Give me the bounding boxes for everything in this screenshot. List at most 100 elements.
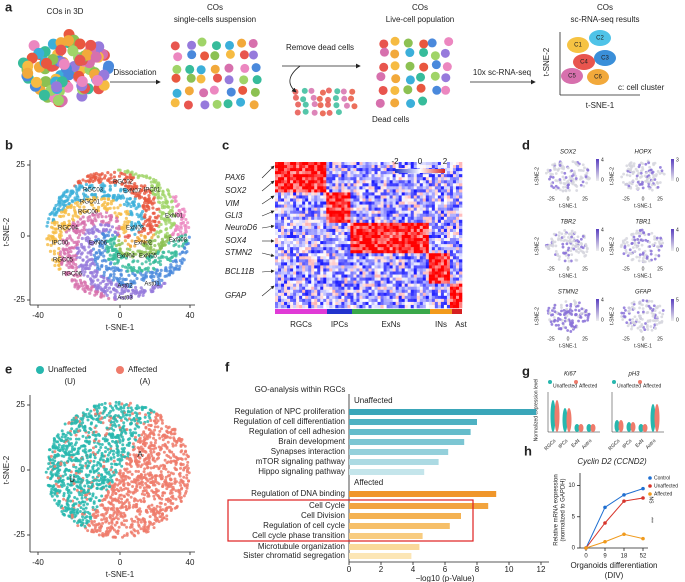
cell: [403, 38, 413, 48]
heat-cell: [299, 235, 303, 239]
heat-cell: [413, 192, 418, 196]
heat-cell: [278, 228, 282, 233]
heat-cell: [389, 171, 393, 175]
cell-point: [126, 219, 130, 224]
cluster-label: ExN07: [123, 189, 142, 195]
heat-cell: [296, 186, 300, 190]
heat-cell: [443, 298, 448, 303]
cell-point: [586, 168, 590, 172]
cell-point: [101, 279, 105, 284]
heat-cell: [401, 235, 405, 239]
heat-cell: [401, 180, 405, 184]
heat-cell: [296, 204, 300, 208]
heat-cell: [458, 283, 463, 288]
heat-cell: [329, 280, 333, 284]
heat-cell: [287, 259, 291, 263]
cell-point: [113, 230, 117, 234]
cell-point: [109, 202, 113, 206]
cell: [378, 85, 388, 95]
heat-cell: [335, 162, 339, 166]
heat-cell: [323, 244, 327, 248]
heat-cell: [290, 295, 294, 300]
heat-cell: [431, 207, 436, 211]
heat-cell: [407, 280, 412, 284]
heat-cell: [380, 298, 384, 303]
cell-point: [144, 204, 148, 208]
heat-cell: [434, 235, 439, 239]
heat-cell: [317, 168, 321, 172]
heat-cell: [335, 262, 339, 266]
heat-cell: [278, 219, 282, 224]
heat-cell: [332, 216, 336, 221]
heat-cell: [371, 183, 375, 187]
heat-cell: [290, 219, 294, 224]
heat-cell: [392, 289, 396, 294]
heat-cell: [275, 250, 279, 254]
heat-cell: [278, 189, 282, 193]
heat-cell: [413, 268, 418, 272]
heat-cell: [365, 168, 369, 172]
heat-cell: [368, 265, 372, 269]
heat-cell: [383, 180, 387, 184]
heat-cell: [404, 253, 409, 257]
cell-point: [574, 162, 578, 166]
heat-cell: [344, 274, 348, 278]
heat-cell: [362, 283, 366, 288]
heat-cell: [431, 286, 436, 291]
heat-cell: [428, 177, 433, 181]
group-bar: [275, 309, 327, 314]
heat-cell: [422, 256, 427, 260]
heat-cell: [278, 259, 282, 263]
heat-cell: [299, 292, 303, 297]
heat-cell: [317, 253, 321, 257]
heat-cell: [302, 207, 306, 211]
cell-point: [107, 266, 111, 270]
heat-cell: [431, 219, 436, 224]
heat-cell: [290, 204, 294, 208]
heat-cell: [392, 298, 396, 303]
heat-cell: [329, 298, 333, 303]
heat-cell: [443, 174, 448, 178]
heat-cell: [311, 292, 315, 297]
heat-cell: [293, 168, 297, 172]
cell-point: [141, 242, 145, 247]
heat-cell: [287, 253, 291, 257]
heat-cell: [434, 213, 439, 218]
heat-cell: [440, 247, 445, 251]
gene-label: NeuroD6: [225, 223, 258, 232]
heat-cell: [296, 183, 300, 187]
heat-cell: [380, 222, 384, 227]
heat-cell: [353, 216, 357, 221]
heat-cell: [383, 250, 387, 254]
heat-cell: [458, 298, 463, 303]
heat-cell: [401, 177, 405, 181]
cell-point: [140, 217, 144, 221]
dead-cell: [300, 96, 307, 103]
heat-cell: [311, 295, 315, 300]
cell: [431, 60, 441, 70]
cell-point: [103, 190, 107, 194]
heat-cell: [284, 222, 288, 227]
heat-cell: [344, 162, 348, 166]
dead-cell: [333, 102, 340, 109]
heat-cell: [455, 247, 460, 251]
cell-point: [88, 291, 92, 295]
heat-cell: [341, 259, 345, 263]
heat-cell: [284, 225, 288, 230]
cell-point: [104, 207, 108, 211]
cell-point: [83, 210, 87, 214]
heat-cell: [299, 207, 303, 211]
heat-cell: [458, 277, 463, 281]
cell-point: [179, 230, 183, 234]
heat-cell: [323, 165, 327, 169]
heat-cell: [329, 177, 333, 181]
heat-cell: [308, 250, 312, 254]
heat-cell: [419, 204, 424, 208]
cell-point: [96, 286, 100, 290]
heat-cell: [434, 189, 439, 193]
heat-cell: [311, 268, 315, 272]
heat-cell: [341, 171, 345, 175]
cell-point: [110, 248, 114, 253]
heat-cell: [371, 210, 375, 215]
cell-point: [141, 276, 146, 280]
